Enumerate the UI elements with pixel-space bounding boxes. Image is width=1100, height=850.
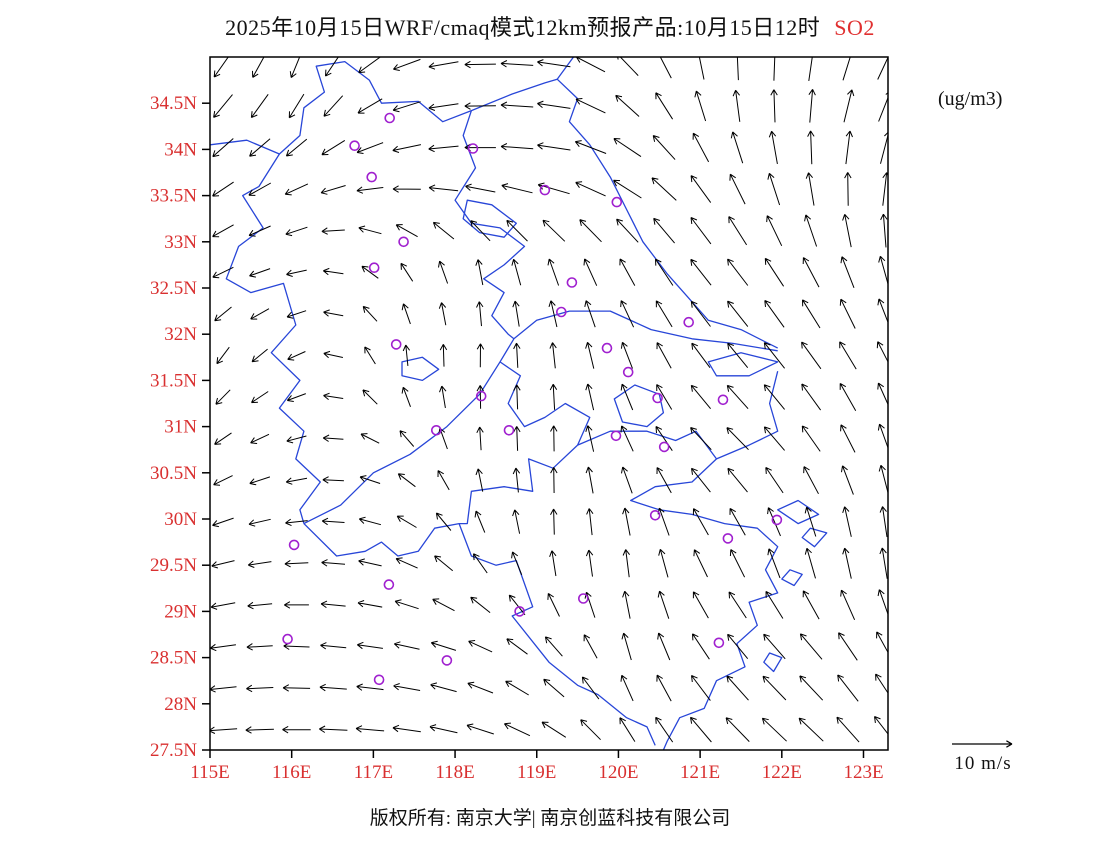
city-marker xyxy=(373,674,385,686)
city-marker xyxy=(441,655,453,666)
city-marker xyxy=(566,277,578,288)
city-marker xyxy=(722,533,734,544)
y-tick-label: 31.5N xyxy=(150,370,197,391)
wind-vectors xyxy=(210,57,888,743)
city-marker xyxy=(652,392,663,404)
y-tick-label: 28N xyxy=(164,694,197,715)
city-marker xyxy=(430,424,442,436)
city-marker xyxy=(658,441,670,453)
reference-vector-arrow xyxy=(952,740,1013,748)
y-tick-label: 30N xyxy=(164,509,197,530)
y-tick-label: 29.5N xyxy=(150,555,197,576)
city-marker xyxy=(384,112,396,124)
city-marker xyxy=(713,637,725,649)
city-marker xyxy=(649,509,661,521)
city-marker xyxy=(717,394,729,406)
city-marker xyxy=(398,236,409,248)
x-tick-label: 115E xyxy=(190,762,229,783)
x-tick-label: 118E xyxy=(435,762,474,783)
city-marker xyxy=(349,140,360,151)
x-tick-label: 119E xyxy=(517,762,556,783)
y-tick-label: 32.5N xyxy=(150,278,197,299)
city-marker xyxy=(555,306,567,318)
city-marker xyxy=(282,633,293,645)
city-marker xyxy=(503,424,515,436)
y-tick-label: 32N xyxy=(164,324,197,345)
x-tick-label: 123E xyxy=(843,762,883,783)
y-tick-label: 27.5N xyxy=(150,740,197,761)
city-marker xyxy=(683,316,695,328)
city-marker xyxy=(771,514,783,526)
city-marker xyxy=(366,171,378,183)
y-tick-label: 31N xyxy=(164,417,197,438)
axis-ticks xyxy=(202,102,865,758)
chart-title: 2025年10月15日WRF/cmaq模式12km预报产品:10月15日12时 S… xyxy=(0,10,1100,42)
boundary-lines xyxy=(210,57,828,750)
city-marker xyxy=(383,579,395,590)
city-markers xyxy=(282,112,783,686)
city-marker xyxy=(475,390,487,402)
plot-frame xyxy=(209,56,889,751)
city-marker xyxy=(467,143,479,154)
axis-labels: 115E 116E 117E 118E 119E 120E 121E 122E 123E 34.5… xyxy=(150,93,884,783)
city-marker xyxy=(601,342,613,354)
map-layers xyxy=(210,57,888,750)
city-marker xyxy=(611,196,623,208)
y-tick-label: 34.5N xyxy=(150,93,197,114)
city-marker xyxy=(390,339,402,350)
city-marker xyxy=(368,262,380,274)
x-tick-label: 116E xyxy=(272,762,311,783)
city-marker xyxy=(622,366,634,378)
city-marker xyxy=(610,430,622,442)
units-label: (ug/m3) xyxy=(938,88,1003,110)
x-tick-label: 117E xyxy=(354,762,393,783)
y-tick-label: 28.5N xyxy=(150,648,197,669)
y-tick-label: 34N xyxy=(164,139,197,160)
city-marker xyxy=(577,593,589,604)
y-tick-label: 30.5N xyxy=(150,463,197,484)
city-marker xyxy=(539,184,551,196)
reference-vector-label: 10 m/s xyxy=(954,753,1012,774)
copyright-text: 版权所有: 南京大学| 南京创蓝科技有限公司 xyxy=(369,808,731,829)
y-tick-label: 33N xyxy=(164,232,197,253)
x-tick-label: 122E xyxy=(762,762,802,783)
pollutant-label: SO2 xyxy=(834,15,875,40)
city-marker xyxy=(514,606,525,617)
city-marker xyxy=(288,539,300,551)
y-tick-label: 33.5N xyxy=(150,186,197,207)
x-tick-label: 121E xyxy=(680,762,720,783)
chart-title-text: 2025年10月15日WRF/cmaq模式12km预报产品:10月15日12时 xyxy=(225,15,821,40)
x-tick-label: 120E xyxy=(598,762,638,783)
y-tick-label: 29N xyxy=(164,601,197,622)
